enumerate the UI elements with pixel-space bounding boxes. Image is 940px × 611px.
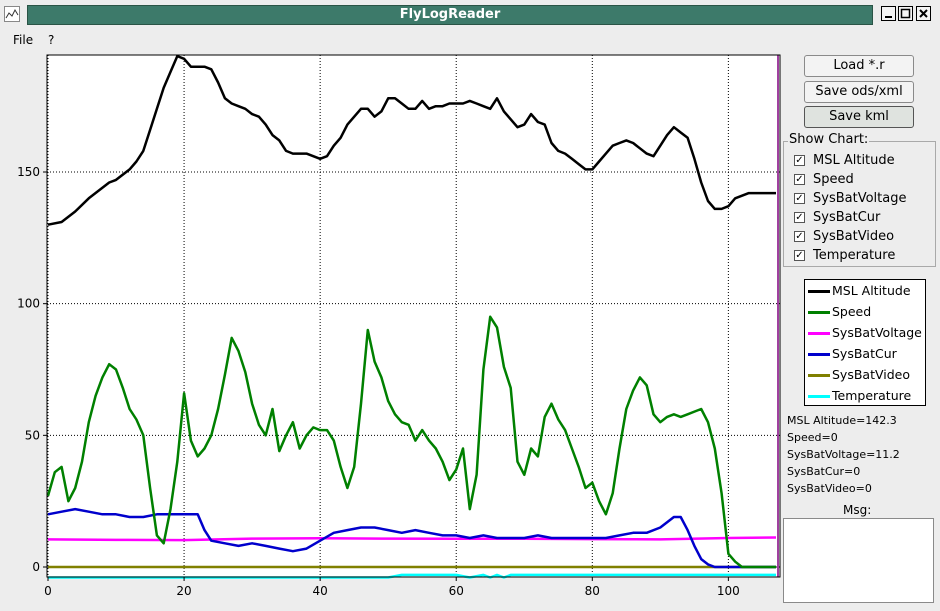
msg-box[interactable] (783, 518, 934, 603)
save-ods-button[interactable]: Save ods/xml (804, 81, 914, 103)
maximize-icon (900, 8, 911, 19)
series-group (46, 54, 777, 579)
checkbox-label: Temperature (813, 248, 896, 263)
checkbox-label: SysBatVoltage (813, 191, 907, 206)
minimize-button[interactable] (881, 6, 896, 21)
legend-label: SysBatVideo (832, 367, 911, 382)
readout-value: SysBatVideo=0 (787, 482, 872, 495)
series-line-msl-altitude (47, 54, 776, 226)
checkbox-box[interactable]: ✓ (794, 155, 805, 166)
legend-swatch (808, 353, 830, 356)
readout-value: SysBatVoltage=11.2 (787, 448, 900, 461)
menu-bar: File ? (0, 30, 940, 50)
x-tick-label: 0 (44, 584, 52, 598)
minimize-icon (885, 16, 892, 18)
legend-entry: MSL Altitude (805, 282, 927, 300)
app-icon (4, 6, 20, 22)
load-button[interactable]: Load *.r (804, 55, 914, 77)
close-icon (919, 9, 928, 18)
checkbox-box[interactable]: ✓ (794, 193, 805, 204)
title-bar: FlyLogReader (0, 0, 940, 30)
legend-entry: SysBatVideo (805, 366, 927, 384)
series-line-sysbatvoltage (47, 536, 777, 542)
legend: MSL Altitude Speed SysBatVoltage SysBatCur S… (804, 279, 926, 406)
chart: 0 20 40 60 80 100 0 50 100 150 (0, 50, 782, 611)
y-axis: 0 50 100 150 (17, 165, 47, 574)
legend-entry: Speed (805, 303, 927, 321)
x-tick-label: 60 (449, 584, 464, 598)
legend-label: MSL Altitude (832, 283, 911, 298)
checkbox-box[interactable]: ✓ (794, 250, 805, 261)
legend-swatch (808, 395, 830, 398)
legend-label: SysBatVoltage (832, 325, 922, 340)
y-tick-label: 0 (32, 560, 40, 574)
readout-value: MSL Altitude=142.3 (787, 414, 897, 427)
menu-file[interactable]: File (13, 33, 34, 47)
save-kml-button[interactable]: Save kml (804, 106, 914, 128)
series-line-sysbatcur (47, 507, 776, 569)
checkbox-label: Speed (813, 172, 854, 187)
legend-entry: SysBatVoltage (805, 324, 927, 342)
y-tick-label: 100 (17, 297, 40, 311)
legend-label: Speed (832, 304, 872, 319)
readout-value: Speed=0 (787, 431, 838, 444)
x-tick-label: 40 (313, 584, 328, 598)
legend-entry: Temperature (805, 387, 927, 405)
window-title: FlyLogReader (399, 7, 501, 22)
legend-swatch (808, 374, 830, 377)
checkbox-box[interactable]: ✓ (794, 231, 805, 242)
readout-value: SysBatCur=0 (787, 465, 861, 478)
checkbox-box[interactable]: ✓ (794, 212, 805, 223)
close-button[interactable] (916, 6, 931, 21)
legend-swatch (808, 290, 830, 293)
legend-swatch (808, 311, 830, 314)
msg-label: Msg: (843, 503, 872, 517)
menu-help[interactable]: ? (48, 33, 55, 47)
legend-label: SysBatCur (832, 346, 897, 361)
checkbox-label: SysBatVideo (813, 229, 895, 244)
checkbox-label: MSL Altitude (813, 153, 895, 168)
legend-entry: SysBatCur (805, 345, 927, 363)
y-tick-label: 50 (25, 428, 40, 442)
checkbox-label: SysBatCur (813, 210, 881, 225)
x-axis: 0 20 40 60 80 100 (44, 577, 740, 598)
plot-area (47, 55, 780, 577)
plot-frame (46, 54, 781, 578)
y-tick-label: 150 (17, 165, 40, 179)
x-tick-label: 80 (585, 584, 600, 598)
show-chart-label: Show Chart: (788, 132, 870, 147)
checkbox-box[interactable]: ✓ (794, 174, 805, 185)
x-tick-label: 20 (176, 584, 191, 598)
x-tick-label: 100 (717, 584, 740, 598)
maximize-button[interactable] (898, 6, 913, 21)
series-line-speed (46, 315, 776, 569)
legend-label: Temperature (832, 388, 912, 403)
legend-swatch (808, 332, 830, 335)
title-strip: FlyLogReader (27, 5, 873, 25)
